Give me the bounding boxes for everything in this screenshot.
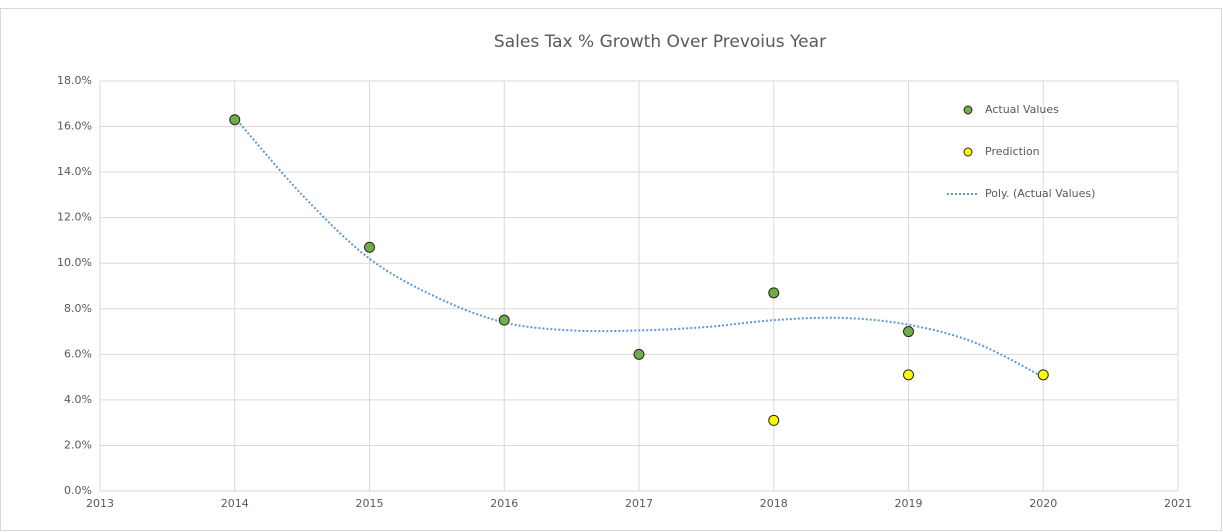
x-tick-label: 2014	[221, 497, 249, 510]
data-point	[903, 369, 914, 381]
y-tick-label: 8.0%	[64, 302, 92, 315]
data-point	[229, 114, 241, 126]
x-tick-label: 2016	[490, 497, 518, 510]
x-tick-label: 2013	[86, 497, 114, 510]
y-tick-label: 0.0%	[64, 484, 92, 497]
y-tick-label: 16.0%	[57, 120, 92, 133]
y-tick-label: 2.0%	[64, 438, 92, 451]
data-point	[768, 414, 780, 426]
data-point	[768, 287, 780, 299]
legend-marker	[963, 105, 973, 115]
legend-label: Prediction	[985, 145, 1040, 158]
y-tick-label: 4.0%	[64, 393, 92, 406]
y-tick-label: 10.0%	[57, 256, 92, 269]
legend-label: Actual Values	[985, 103, 1059, 116]
x-tick-label: 2020	[1029, 497, 1057, 510]
x-tick-label: 2021	[1164, 497, 1192, 510]
y-tick-label: 14.0%	[57, 165, 92, 178]
legend-label: Poly. (Actual Values)	[985, 187, 1095, 200]
chart-frame	[0, 8, 1222, 531]
y-tick-label: 12.0%	[57, 211, 92, 224]
x-tick-label: 2018	[760, 497, 788, 510]
data-point	[633, 348, 645, 360]
y-tick-label: 6.0%	[64, 347, 92, 360]
x-tick-label: 2017	[625, 497, 653, 510]
x-tick-label: 2015	[356, 497, 384, 510]
data-point	[364, 241, 375, 253]
data-point	[1037, 369, 1049, 381]
data-point	[903, 326, 914, 338]
legend-marker	[963, 147, 973, 157]
x-tick-label: 2019	[895, 497, 923, 510]
trendline	[233, 116, 1044, 379]
data-point	[498, 314, 510, 326]
y-tick-label: 18.0%	[57, 74, 92, 87]
chart-title: Sales Tax % Growth Over Prevoius Year	[494, 32, 826, 52]
